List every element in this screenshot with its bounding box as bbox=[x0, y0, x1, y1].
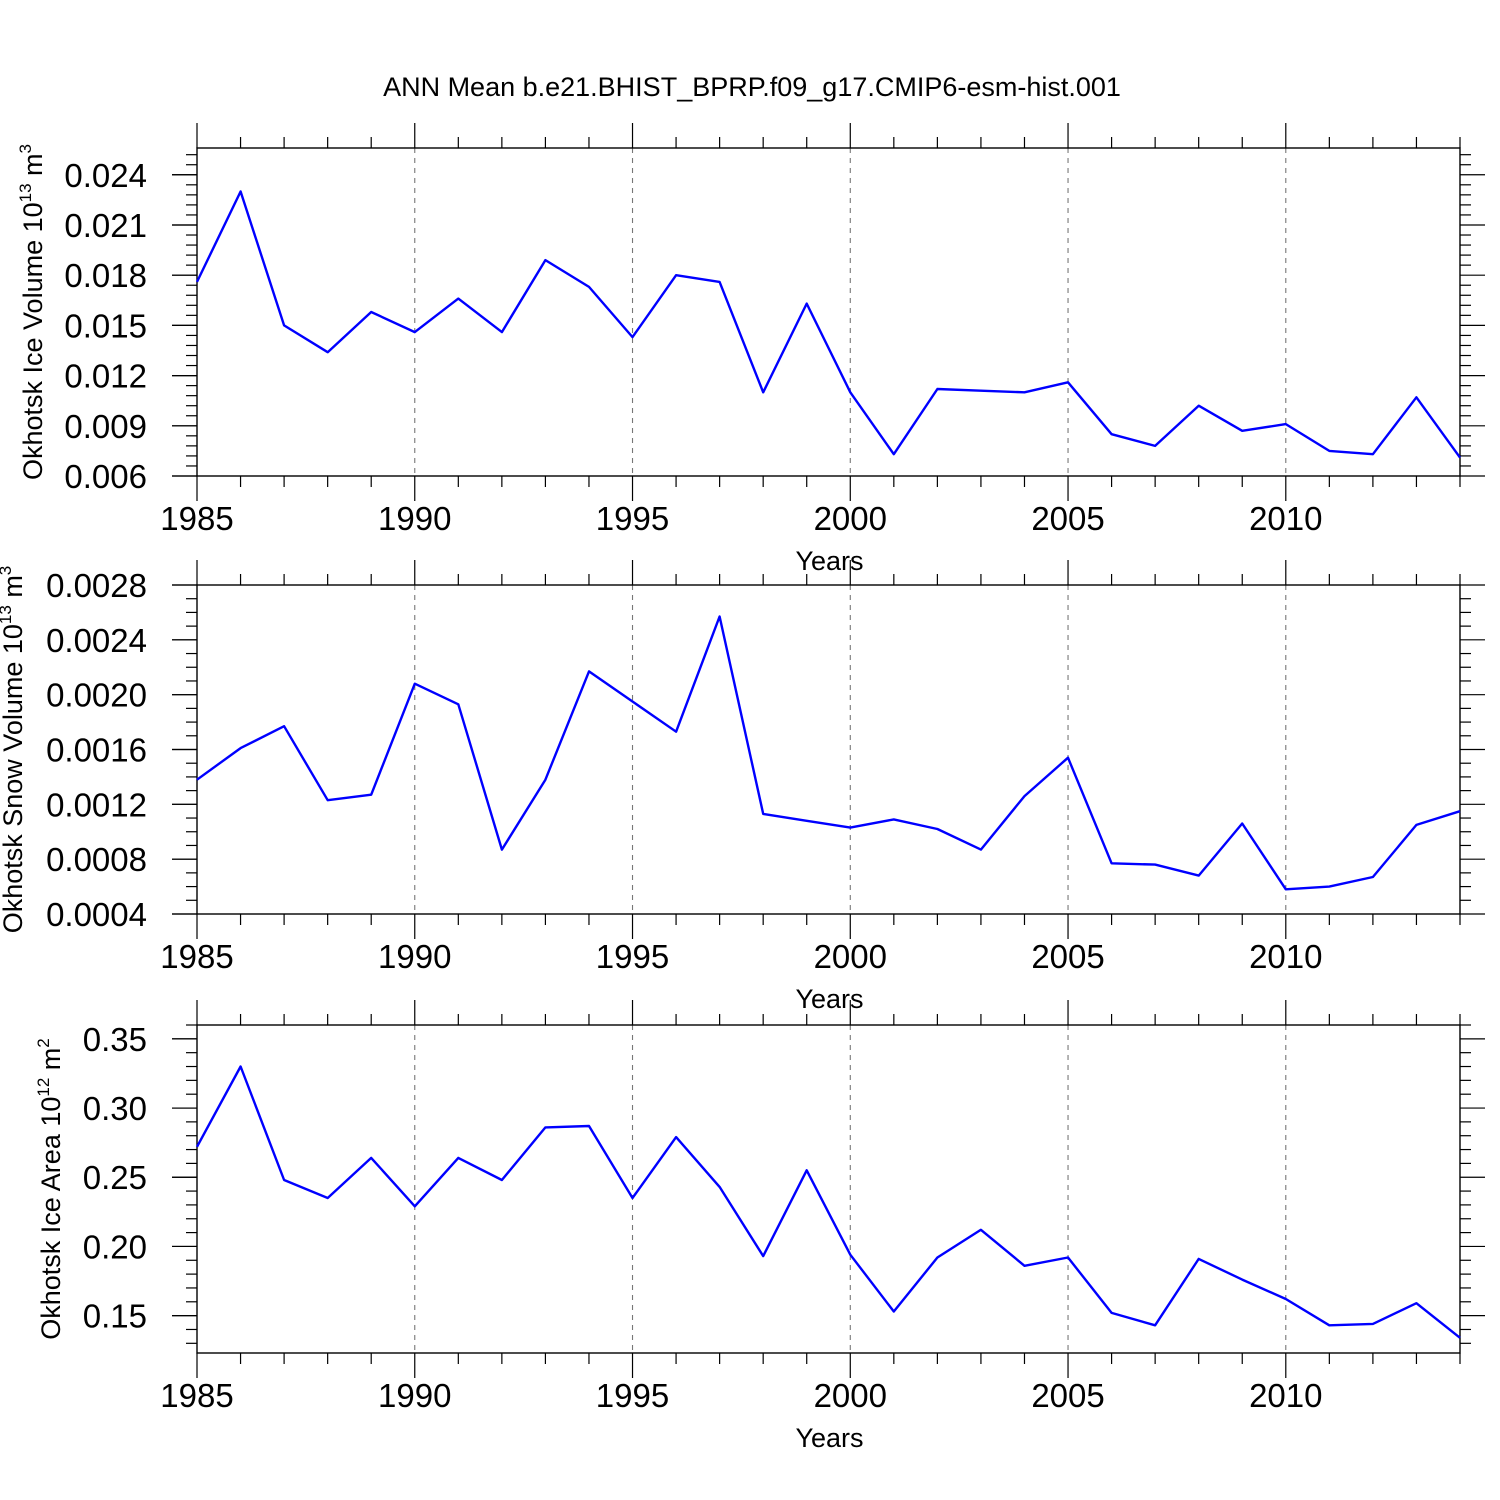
y-tick-label-2: 0.0012 bbox=[46, 786, 147, 823]
y-tick-label-0: 0.006 bbox=[64, 458, 147, 495]
y-tick-label-1: 0.0008 bbox=[46, 841, 147, 878]
chart-panel-3: 1985 1990 1995 2000 2005 2010 0.15 0.20 0.25 0.30… bbox=[34, 1000, 1485, 1453]
figure-title: ANN Mean b.e21.BHIST_BPRP.f09_g17.CMIP6-… bbox=[383, 72, 1121, 102]
x-tick-label-2010: 2010 bbox=[1249, 500, 1322, 537]
y-tick-label-5: 0.0024 bbox=[46, 622, 147, 659]
y-axis-title-exponent: 13 bbox=[0, 605, 15, 624]
x-tick-label-1990: 1990 bbox=[378, 1377, 451, 1414]
x-tick-label-2005: 2005 bbox=[1031, 938, 1104, 975]
y-tick-label-2: 0.25 bbox=[83, 1159, 147, 1196]
y-axis-title-exponent: 12 bbox=[34, 1078, 53, 1097]
y-tick-label-4: 0.018 bbox=[64, 257, 147, 294]
x-tick-label-1995: 1995 bbox=[596, 500, 669, 537]
chart-panel-2: 1985 1990 1995 2000 2005 2010 0.0004 0.0008 0.00… bbox=[0, 560, 1485, 1014]
y-axis-title: Okhotsk Ice Volume 1013 m3 bbox=[16, 144, 48, 480]
y-axis-title-main: Okhotsk Ice Volume 10 bbox=[18, 202, 48, 480]
y-axis-title: Okhotsk Ice Area 1012 m2 bbox=[34, 1038, 66, 1340]
y-axis-title-main: Okhotsk Snow Volume 10 bbox=[0, 624, 28, 933]
x-tick-label-2000: 2000 bbox=[814, 1377, 887, 1414]
x-tick-label-2010: 2010 bbox=[1249, 938, 1322, 975]
y-tick-label-4: 0.35 bbox=[83, 1021, 147, 1058]
y-tick-label-3: 0.0016 bbox=[46, 732, 147, 769]
x-tick-label-1995: 1995 bbox=[596, 938, 669, 975]
y-tick-label-1: 0.20 bbox=[83, 1228, 147, 1265]
x-tick-label-1990: 1990 bbox=[378, 938, 451, 975]
x-tick-label-1990: 1990 bbox=[378, 500, 451, 537]
x-tick-label-2000: 2000 bbox=[814, 500, 887, 537]
y-tick-label-2: 0.012 bbox=[64, 358, 147, 395]
x-tick-label-2005: 2005 bbox=[1031, 1377, 1104, 1414]
x-tick-label-2010: 2010 bbox=[1249, 1377, 1322, 1414]
x-axis-title: Years bbox=[795, 546, 863, 576]
y-axis-title-exponent: 13 bbox=[16, 183, 35, 202]
y-axis-title: Okhotsk Snow Volume 1013 m3 bbox=[0, 566, 28, 934]
y-tick-label-4: 0.0020 bbox=[46, 677, 147, 714]
y-tick-label-0: 0.15 bbox=[83, 1298, 147, 1335]
x-axis-title: Years bbox=[795, 1423, 863, 1453]
y-tick-label-1: 0.009 bbox=[64, 408, 147, 445]
y-axis-title-unit-exponent: 2 bbox=[34, 1038, 53, 1047]
y-tick-label-0: 0.0004 bbox=[46, 896, 147, 933]
y-tick-label-3: 0.30 bbox=[83, 1090, 147, 1127]
x-tick-label-1995: 1995 bbox=[596, 1377, 669, 1414]
y-axis-title-unit-exponent: 3 bbox=[0, 566, 15, 575]
plot-frame bbox=[196, 1024, 1461, 1354]
y-axis-title-unit: m bbox=[36, 1048, 66, 1078]
y-axis-title-unit: m bbox=[18, 153, 48, 183]
y-axis-title-unit-exponent: 3 bbox=[16, 144, 35, 153]
x-axis-title: Years bbox=[795, 984, 863, 1014]
x-tick-label-2000: 2000 bbox=[814, 938, 887, 975]
y-axis-title-main: Okhotsk Ice Area 10 bbox=[36, 1097, 66, 1340]
x-tick-label-2005: 2005 bbox=[1031, 500, 1104, 537]
series-line-okhotsk-ice-area bbox=[195, 1065, 1461, 1339]
y-tick-label-6: 0.024 bbox=[64, 157, 147, 194]
y-tick-label-5: 0.021 bbox=[64, 207, 147, 244]
plot-frame bbox=[196, 147, 1461, 477]
x-tick-label-1985: 1985 bbox=[160, 938, 233, 975]
series-line-okhotsk-snow-volume bbox=[196, 615, 1461, 891]
series-line-okhotsk-ice-volume bbox=[195, 190, 1461, 459]
panels: 1985 1990 1995 2000 2005 2010 0.006 0.009 0.012 0… bbox=[0, 123, 1485, 1453]
y-axis-title-unit: m bbox=[0, 575, 28, 605]
x-tick-label-1985: 1985 bbox=[160, 500, 233, 537]
chart-panel-1: 1985 1990 1995 2000 2005 2010 0.006 0.009 0.012 0… bbox=[16, 123, 1485, 576]
x-tick-label-1985: 1985 bbox=[160, 1377, 233, 1414]
y-tick-label-3: 0.015 bbox=[64, 307, 147, 344]
y-tick-label-6: 0.0028 bbox=[46, 567, 147, 604]
